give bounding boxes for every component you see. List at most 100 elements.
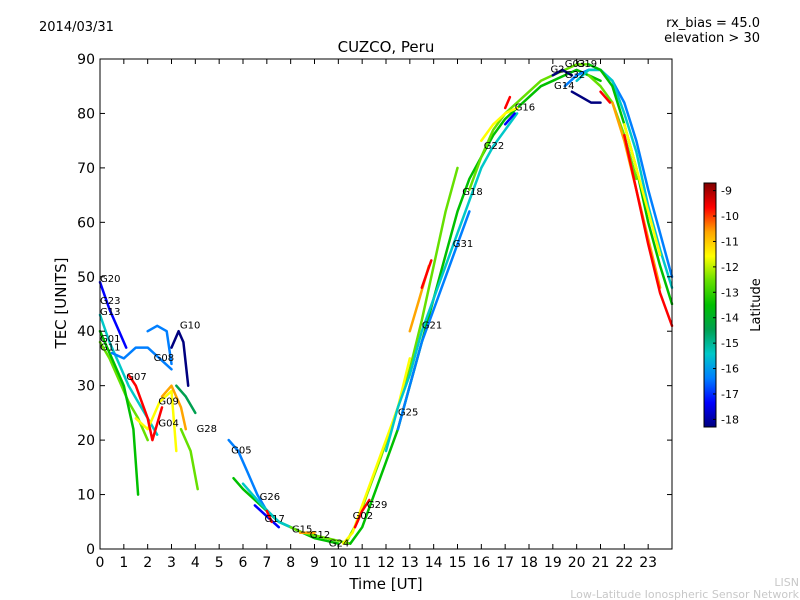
satellite-label: G15 — [292, 525, 312, 536]
tec-series-9 — [160, 384, 188, 431]
x-tick-label: 14 — [425, 555, 443, 571]
date-label: 2014/03/31 — [39, 20, 114, 35]
x-tick-label: 1 — [119, 555, 128, 571]
tec-series-3 — [98, 280, 128, 349]
x-tick-label: 19 — [544, 555, 562, 571]
tec-series-10 — [175, 384, 197, 415]
colorbar-tick-label: -16 — [721, 363, 739, 376]
x-tick-label: 7 — [262, 555, 271, 571]
tec-series-32 — [570, 90, 602, 104]
satellite-label: G23 — [100, 296, 120, 307]
satellite-label: G11 — [100, 342, 120, 353]
colorbar-tick-label: -10 — [721, 210, 739, 223]
tec-series-30 — [503, 112, 516, 126]
tec-series-7 — [146, 324, 173, 366]
x-tick-label: 17 — [496, 555, 514, 571]
tec-series-8 — [170, 329, 190, 387]
x-tick-label: 22 — [615, 555, 633, 571]
tec-series-29 — [503, 95, 512, 110]
satellite-label: G28 — [197, 424, 217, 435]
y-tick-label: 10 — [77, 488, 95, 504]
colorbar-label: Latitude — [749, 278, 764, 332]
x-tick-label: 9 — [310, 555, 319, 571]
satellite-label: G18 — [462, 187, 482, 198]
colorbar-tick-label: -15 — [721, 337, 739, 350]
elevation-label: elevation > 30 — [664, 31, 760, 46]
x-tick-label: 0 — [96, 555, 105, 571]
tec-series-33 — [563, 68, 674, 279]
x-tick-label: 8 — [286, 555, 295, 571]
tec-series-23 — [384, 112, 519, 453]
satellite-label: G04 — [158, 419, 178, 430]
tec-series-27 — [468, 63, 590, 191]
satellite-label: G22 — [484, 141, 504, 152]
y-axis-label: TEC [UNITS] — [52, 258, 70, 350]
tec-series-6 — [127, 373, 164, 442]
tec-series-28 — [480, 106, 519, 142]
tec-series-17 — [265, 509, 273, 524]
tec-series-11 — [179, 427, 199, 491]
y-tick-label: 90 — [77, 52, 95, 68]
chart-title: CUZCO, Peru — [338, 38, 435, 56]
tec-series-31 — [551, 68, 574, 77]
tec-series-40 — [623, 123, 662, 257]
footer-lisn: LISN — [774, 576, 799, 589]
y-tick-label: 70 — [77, 161, 95, 177]
colorbar-tick-label: -9 — [721, 185, 732, 198]
satellite-label: G13 — [100, 307, 120, 318]
satellite-label: G05 — [231, 446, 251, 457]
y-tick-label: 0 — [86, 542, 95, 558]
tec-series-35 — [587, 63, 674, 306]
satellite-label: G17 — [264, 514, 284, 525]
x-tick-label: 20 — [568, 555, 586, 571]
y-tick-label: 80 — [77, 106, 95, 122]
satellite-label: G09 — [158, 397, 178, 408]
plot-frame — [99, 58, 673, 550]
x-tick-label: 13 — [401, 555, 419, 571]
tec-series-38 — [599, 90, 612, 104]
tec-series-13 — [253, 504, 281, 529]
rx-bias-label: rx_bias = 45.0 — [666, 16, 760, 31]
satellite-label: G26 — [260, 492, 280, 503]
satellite-label: G19 — [577, 59, 597, 70]
satellite-label: G29 — [367, 500, 387, 511]
y-tick-label: 40 — [77, 324, 95, 340]
x-tick-label: 11 — [353, 555, 371, 571]
tec-series-5 — [134, 389, 178, 453]
tec-series-2 — [98, 329, 140, 496]
tec-series-24 — [396, 210, 471, 431]
satellite-label: G24 — [329, 538, 349, 549]
satellite-label: G02 — [353, 511, 373, 522]
satellite-label: G01 — [100, 334, 120, 345]
tec-series-39 — [623, 133, 674, 328]
tec-series-26 — [420, 259, 433, 289]
satellite-label: G21 — [422, 321, 442, 332]
colorbar-tick-label: -18 — [721, 413, 739, 426]
plot-area — [98, 63, 674, 545]
x-tick-label: 18 — [520, 555, 538, 571]
satellite-label: G03 — [565, 59, 585, 70]
x-tick-label: 12 — [377, 555, 395, 571]
x-tick-label: 4 — [191, 555, 200, 571]
tec-series-4 — [110, 346, 173, 371]
tec-series-21 — [353, 498, 371, 529]
colorbar-tick-label: -12 — [721, 261, 739, 274]
x-tick-label: 5 — [215, 555, 224, 571]
axis-ticks: 0 1 2 3 4 5 6 7 8 9 10 11 12 13 14 15 16 17 18 19 20 21 22 2301… — [77, 52, 672, 571]
tec-series-19 — [344, 166, 459, 545]
x-tick-label: 10 — [329, 555, 347, 571]
satellite-label: G10 — [180, 321, 200, 332]
satellite-label: G16 — [515, 103, 535, 114]
latitude-colorbar: -9 -10 -11 -12 -13 -14 -15 -16 -17 -18 — [703, 182, 739, 428]
x-axis-label: Time [UT] — [348, 575, 422, 593]
x-tick-label: 6 — [239, 555, 248, 571]
satellite-label: G2 — [550, 65, 564, 76]
footer-network: Low-Latitude Ionospheric Sensor Network — [570, 588, 799, 600]
x-tick-label: 3 — [167, 555, 176, 571]
x-tick-label: 16 — [472, 555, 490, 571]
x-tick-label: 15 — [449, 555, 467, 571]
satellite-label: G07 — [126, 372, 146, 383]
colorbar-tick-label: -17 — [721, 388, 739, 401]
colorbar-gradient — [703, 182, 717, 428]
